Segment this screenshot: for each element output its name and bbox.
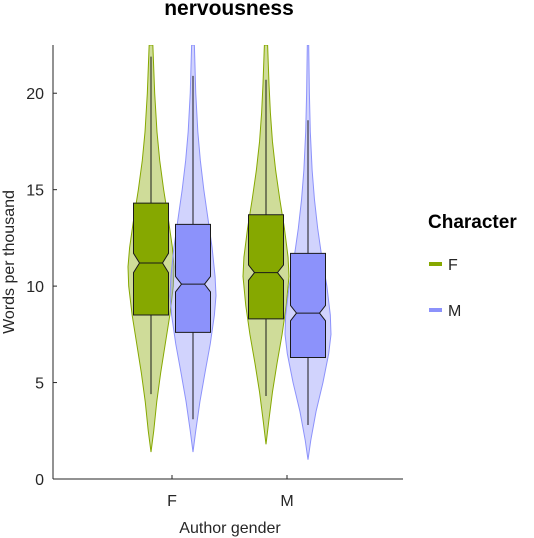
x-tick-label: M [280, 493, 293, 510]
y-tick-label: 5 [35, 376, 44, 393]
legend: Character FM [428, 212, 517, 320]
x-tick-label: F [167, 493, 177, 510]
y-tick-label: 20 [26, 86, 44, 103]
chart-title: nervousness [164, 0, 294, 20]
box-f-m [248, 214, 284, 320]
box-m-f [175, 223, 211, 333]
y-tick-label: 0 [35, 472, 44, 489]
legend-items: FM [429, 257, 461, 320]
y-ticks: 0 5 10 15 20 [26, 86, 57, 489]
y-tick-label: 10 [26, 279, 44, 296]
y-tick-label: 15 [26, 183, 44, 200]
legend-label-m: M [448, 303, 461, 320]
plot-area [127, 45, 332, 460]
legend-title: Character [428, 212, 517, 233]
box-m-m [290, 252, 326, 358]
legend-label-f: F [448, 257, 458, 274]
x-axis-title: Author gender [179, 520, 281, 537]
y-axis-title: Words per thousand [1, 190, 18, 334]
box-f-f [133, 202, 169, 316]
